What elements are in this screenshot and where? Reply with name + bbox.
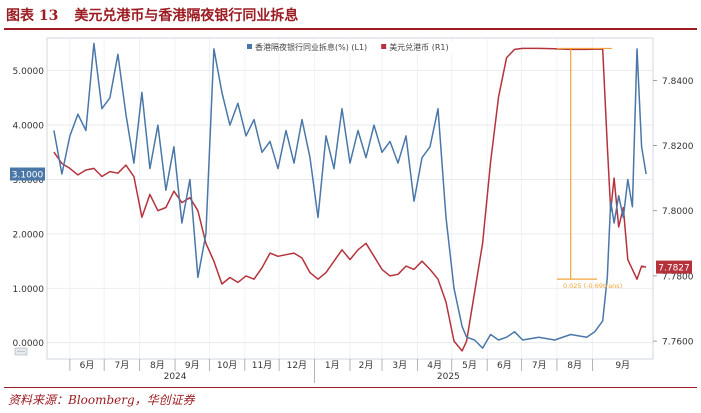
right-tick-label: 7.7600 (662, 338, 694, 348)
usdhkd-line (53, 47, 647, 352)
right-axis: 7.7600 7.7800 7.8000 7.8200 7.8400 (653, 77, 694, 348)
legend-background (244, 41, 470, 53)
left-tick-label: 4.0000 (13, 122, 45, 132)
legend-entry-label: 美元兑港币 (R1) (389, 42, 448, 52)
month-tick-label: 12月 (287, 360, 307, 371)
series-lines (53, 42, 647, 352)
month-tick-label: 8月 (150, 360, 165, 371)
month-tick-label: 3月 (392, 360, 407, 371)
left-tick-label: 1.0000 (13, 285, 45, 295)
left-axis: 0.0000 1.0000 2.0000 3.0000 4.0000 5.0000 (13, 67, 45, 349)
figure-title-row: 图表 13 美元兑港币与香港隔夜银行同业拆息 (6, 4, 298, 26)
figure-label: 图表 13 (6, 8, 59, 24)
annotation-text: 0.025 (-0.69trans) (563, 282, 622, 290)
right-current-badge (656, 260, 692, 274)
figure-title: 美元兑港币与香港隔夜银行同业拆息 (74, 8, 299, 24)
footer-rule (4, 387, 697, 388)
year-label: 2025 (437, 372, 460, 382)
left-tick-label: 2.0000 (13, 230, 45, 240)
source-note: 资料来源：Bloomberg，华创证券 (8, 393, 195, 407)
left-tick-label: 5.0000 (13, 67, 45, 77)
left-tick-label: 3.0000 (13, 176, 45, 186)
hibor-line (53, 42, 647, 349)
month-tick-label: 4月 (427, 360, 442, 371)
month-tick-label: 2月 (359, 360, 374, 371)
month-tick-label: 7月 (532, 360, 547, 371)
month-tick-label: 6月 (497, 360, 512, 371)
month-tick-label: 8月 (567, 360, 582, 371)
month-tick-label: 1月 (325, 360, 340, 371)
right-tick-label: 7.8200 (662, 142, 694, 152)
right-tick-label: 7.8400 (662, 77, 694, 87)
annotation-group: 0.025 (-0.69trans) (556, 47, 622, 290)
month-tick-label: 10月 (217, 360, 237, 371)
legend-entry-label: 香港隔夜银行同业拆息(%) (L1) (255, 42, 367, 52)
left-current-badge (10, 167, 45, 181)
chart-menu-icon[interactable] (14, 347, 28, 356)
current-value-labels: 3.1000 7.7827 (10, 167, 692, 274)
year-label: 2024 (164, 372, 187, 382)
month-tick-label: 9月 (615, 360, 630, 371)
right-tick-label: 7.8000 (662, 207, 694, 217)
chart-canvas: 0.0000 1.0000 2.0000 3.0000 4.0000 5.0000 7.7… (10, 37, 694, 383)
legend-swatch (381, 44, 387, 49)
grid-lines (47, 38, 653, 359)
left-tick-label: 0.0000 (13, 339, 45, 349)
right-tick-label: 7.7800 (662, 272, 694, 282)
title-rule (4, 28, 697, 30)
month-tick-label: 11月 (252, 360, 272, 371)
right-current-label: 7.7827 (658, 264, 690, 274)
month-tick-label: 5月 (462, 360, 477, 371)
legend-swatch (247, 44, 252, 49)
legend: 香港隔夜银行同业拆息(%) (L1) 美元兑港币 (R1) (244, 41, 470, 53)
month-tick-label: 9月 (185, 360, 200, 371)
left-current-label: 3.1000 (12, 171, 44, 181)
month-tick-label: 6月 (80, 360, 95, 371)
month-tick-label: 7月 (115, 360, 130, 371)
